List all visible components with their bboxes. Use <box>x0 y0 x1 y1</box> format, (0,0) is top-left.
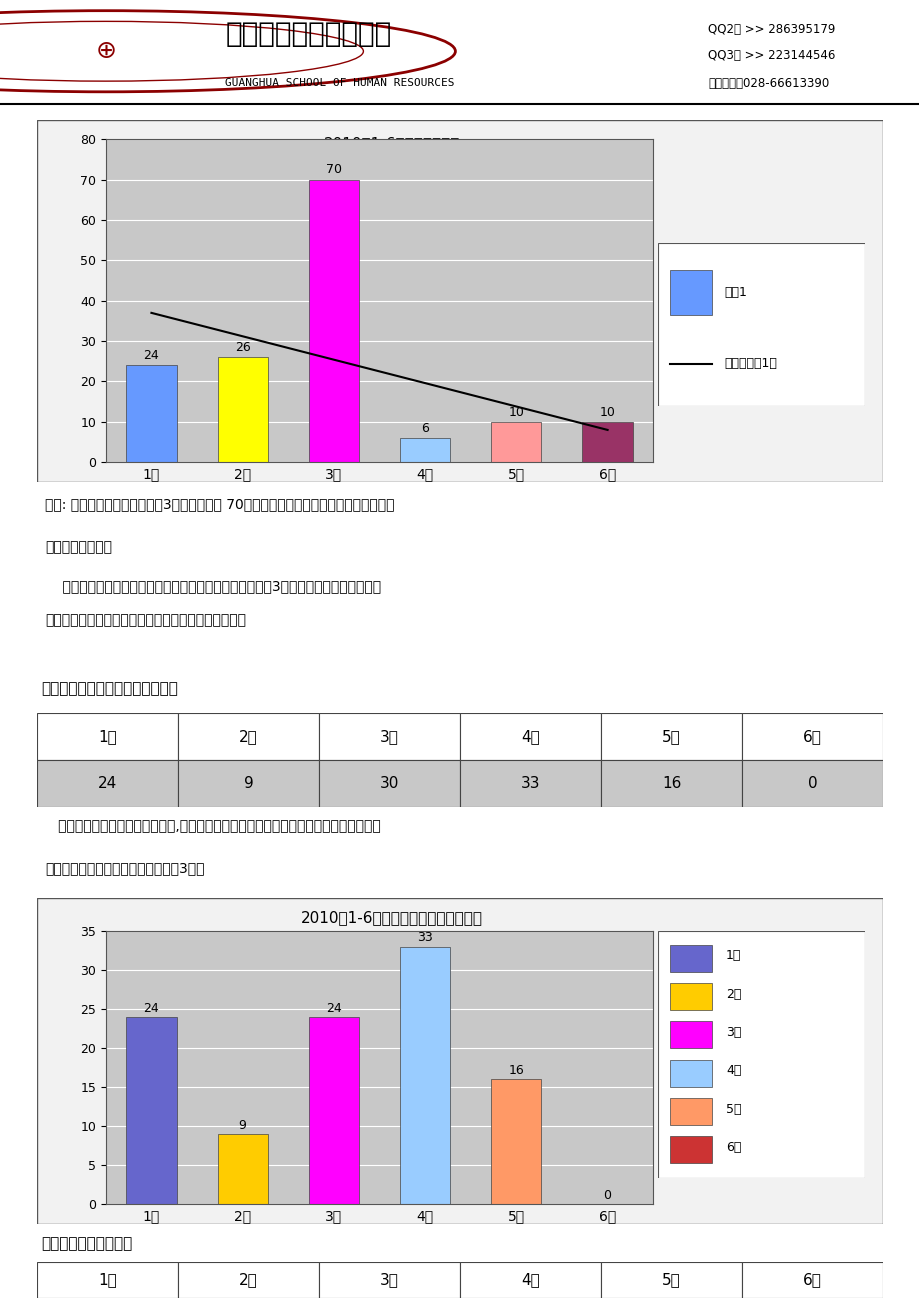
Text: 24: 24 <box>143 1001 159 1014</box>
Bar <box>742 1262 882 1298</box>
Text: GUANGHUA SCHOOL OF HUMAN RESOURCES: GUANGHUA SCHOOL OF HUMAN RESOURCES <box>225 78 454 89</box>
Text: 1月: 1月 <box>725 949 741 962</box>
Text: 成都光华人力资源培训: 成都光华人力资源培训 <box>225 20 391 48</box>
Bar <box>400 947 449 1204</box>
Text: 以上数据根据累计剩余简历数量,但由于面试过程中存在简历被部门主管拿走未送回的情: 以上数据根据累计剩余简历数量,但由于面试过程中存在简历被部门主管拿走未送回的情 <box>45 819 380 833</box>
Text: 70: 70 <box>325 164 342 177</box>
Text: 5月: 5月 <box>725 1103 741 1116</box>
Bar <box>669 1137 711 1164</box>
Bar <box>460 760 600 807</box>
Bar <box>177 760 319 807</box>
Text: 3月: 3月 <box>380 729 399 745</box>
Bar <box>600 1262 742 1298</box>
Text: 24: 24 <box>97 776 117 792</box>
Text: 10: 10 <box>599 406 615 419</box>
Bar <box>37 760 177 807</box>
Text: 七、每月简历合格并面试人员数量: 七、每月简历合格并面试人员数量 <box>41 681 177 697</box>
Text: 26: 26 <box>234 341 250 354</box>
Bar <box>177 713 319 760</box>
Text: 3月: 3月 <box>380 1272 399 1288</box>
Text: 分析: 发布职位数成下降趋势，3月份发布职位 70，但收取简历不多，原因为部分销售岗位: 分析: 发布职位数成下降趋势，3月份发布职位 70，但收取简历不多，原因为部分销… <box>45 497 394 512</box>
Bar <box>217 357 267 462</box>
Bar <box>460 713 600 760</box>
Bar <box>217 1134 267 1204</box>
Text: 线性（系列1）: 线性（系列1） <box>723 358 776 370</box>
Text: 八、每月合适人员数量: 八、每月合适人员数量 <box>41 1236 132 1251</box>
Text: 只发布了一个月。: 只发布了一个月。 <box>45 540 112 553</box>
Bar <box>319 713 460 760</box>
Bar <box>37 713 177 760</box>
Text: 24: 24 <box>143 349 159 362</box>
Text: 0: 0 <box>807 776 817 792</box>
Text: 2月: 2月 <box>725 987 741 1000</box>
Text: 5月: 5月 <box>662 1272 680 1288</box>
Text: 9: 9 <box>244 776 253 792</box>
Text: 6: 6 <box>421 422 428 435</box>
Bar <box>669 1098 711 1125</box>
Text: 24: 24 <box>325 1001 341 1014</box>
Text: 2月: 2月 <box>239 729 257 745</box>
Bar <box>319 1262 460 1298</box>
Bar <box>582 422 632 462</box>
Text: 9: 9 <box>238 1118 246 1131</box>
Text: 16: 16 <box>508 1064 524 1077</box>
Text: 2010年1-6月发布职位数量: 2010年1-6月发布职位数量 <box>323 137 460 151</box>
Text: 4月: 4月 <box>520 729 539 745</box>
Bar <box>319 760 460 807</box>
Bar <box>491 1079 541 1204</box>
Text: 0: 0 <box>603 1189 611 1202</box>
Text: 况，故每月面试人员在原基础上增加3人。: 况，故每月面试人员在原基础上增加3人。 <box>45 861 205 875</box>
Text: QQ3群 >> 223144546: QQ3群 >> 223144546 <box>708 49 834 62</box>
Text: 2月: 2月 <box>239 1272 257 1288</box>
Bar <box>742 713 882 760</box>
Text: 咋询热线：028-66613390: 咋询热线：028-66613390 <box>708 77 829 90</box>
Bar <box>37 1262 177 1298</box>
Text: 10: 10 <box>508 406 524 419</box>
Text: ⊕: ⊕ <box>96 39 116 64</box>
Bar <box>600 713 742 760</box>
Text: 33: 33 <box>520 776 539 792</box>
Text: 4月: 4月 <box>725 1064 741 1077</box>
Text: 16: 16 <box>661 776 681 792</box>
Text: 6月: 6月 <box>802 729 822 745</box>
Bar <box>177 1262 319 1298</box>
Bar <box>309 180 358 462</box>
Bar <box>742 760 882 807</box>
Text: 对应看待图表「收取简历数量」与「发布职位数量」除了3月份由于特殊原因造成不匹: 对应看待图表「收取简历数量」与「发布职位数量」除了3月份由于特殊原因造成不匹 <box>45 579 381 594</box>
Text: 4月: 4月 <box>520 1272 539 1288</box>
Bar <box>491 422 541 462</box>
Bar <box>669 270 711 315</box>
Bar <box>669 1060 711 1087</box>
Bar <box>669 983 711 1010</box>
Bar <box>669 1021 711 1048</box>
Text: 33: 33 <box>417 931 433 944</box>
Text: 5月: 5月 <box>662 729 680 745</box>
Bar <box>460 1262 600 1298</box>
Text: 2010年1-6月合格及参加面试人员数量: 2010年1-6月合格及参加面试人员数量 <box>301 910 482 924</box>
Bar <box>126 366 176 462</box>
Text: 1月: 1月 <box>97 729 117 745</box>
Text: 系列1: 系列1 <box>723 286 746 298</box>
Bar <box>400 437 449 462</box>
Bar <box>600 760 742 807</box>
Text: 6月: 6月 <box>725 1141 741 1154</box>
Bar <box>669 944 711 971</box>
Text: 3月: 3月 <box>725 1026 741 1039</box>
Text: 6月: 6月 <box>802 1272 822 1288</box>
Text: 配，其他个月发布职位数量与简历收取数量基本对等。: 配，其他个月发布职位数量与简历收取数量基本对等。 <box>45 613 246 628</box>
Text: 1月: 1月 <box>97 1272 117 1288</box>
Bar <box>309 1017 358 1204</box>
Text: 30: 30 <box>380 776 399 792</box>
Bar <box>126 1017 176 1204</box>
Text: QQ2群 >> 286395179: QQ2群 >> 286395179 <box>708 23 834 36</box>
